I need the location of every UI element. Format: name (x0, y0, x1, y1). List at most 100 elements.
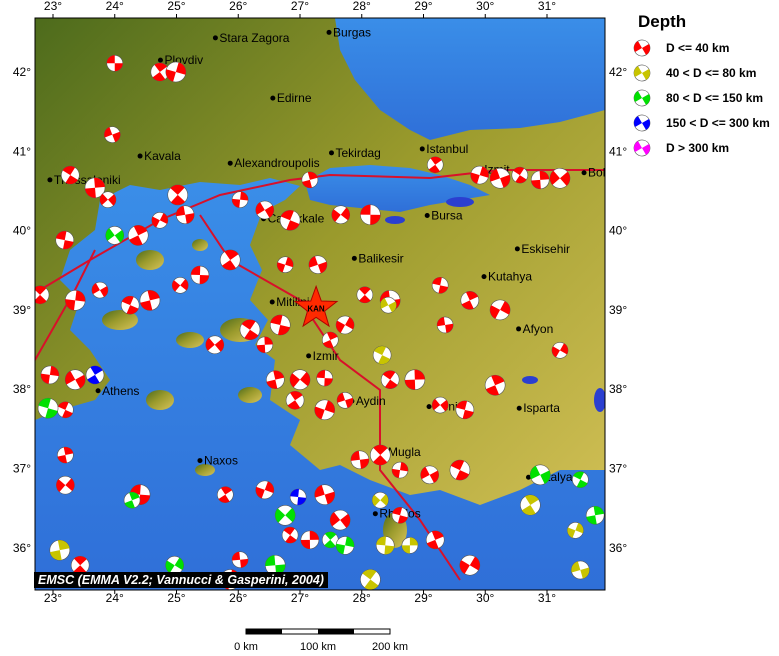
lon-tick-label: 24° (106, 0, 124, 13)
legend-item: D > 300 km (632, 138, 729, 158)
data-credit: EMSC (EMMA V2.2; Vannucci & Gasperini, 2… (34, 572, 328, 588)
city-label: Afyon (523, 322, 554, 336)
city-marker (227, 160, 233, 166)
event-beachball (289, 369, 311, 390)
city-label: Athens (102, 384, 139, 398)
city-label: Burgas (333, 25, 371, 39)
event-beachball (321, 531, 339, 549)
event-beachball (301, 171, 319, 189)
legend-label: D > 300 km (666, 141, 730, 155)
event-beachball (459, 554, 481, 576)
event-beachball (239, 319, 261, 341)
city-marker (137, 153, 143, 159)
epicenter-star: KAN (293, 284, 339, 328)
event-beachball (139, 290, 161, 311)
event-beachball (425, 530, 445, 550)
city-label: Aydin (356, 394, 386, 408)
event-beachball (281, 526, 299, 544)
event-beachball (120, 295, 140, 315)
lon-tick-label: 25° (167, 591, 185, 605)
beachball-icon (633, 89, 651, 107)
event-beachball (285, 391, 305, 410)
lat-tick-label: 38° (13, 382, 31, 396)
event-beachball (105, 226, 125, 245)
lat-tick-label: 42° (13, 65, 31, 79)
axis-ticks: 23° 23° 24° 24° 25° 25° 26° 26° 27° 27° 28° 28° 29° 2… (13, 0, 628, 605)
city-marker (481, 274, 487, 280)
lon-tick-label: 30° (476, 0, 494, 13)
event-beachball (431, 277, 449, 294)
city-marker (306, 353, 312, 359)
city-marker (157, 57, 163, 63)
event-beachball (369, 444, 391, 466)
event-beachball (404, 369, 426, 390)
beachball-symbol (633, 114, 651, 132)
legend-label: 80 < D <= 150 km (666, 91, 764, 105)
city-marker (516, 405, 522, 411)
event-beachball (91, 281, 109, 299)
lat-tick-label: 36° (609, 541, 627, 555)
city-marker (514, 246, 520, 252)
event-beachball (335, 315, 355, 335)
event-beachball (289, 488, 307, 506)
city-marker (419, 146, 425, 152)
scale-bar (245, 628, 391, 635)
legend-title: Depth (638, 12, 687, 31)
event-beachball (165, 61, 187, 83)
event-beachball (455, 400, 475, 420)
lat-tick-label: 41° (609, 144, 627, 158)
city-label: Bursa (431, 209, 463, 223)
event-beachball (264, 554, 286, 576)
beachball-symbol (633, 64, 651, 82)
legend-item: D <= 40 km (632, 38, 729, 58)
city-label: Tekirdag (335, 146, 380, 160)
lon-tick-label: 28° (353, 0, 371, 13)
event-beachball (426, 156, 444, 174)
event-beachball (316, 369, 334, 387)
event-beachball (329, 509, 351, 531)
legend-label: D <= 40 km (666, 41, 730, 55)
city-label: Mugla (388, 445, 421, 459)
lon-tick-label: 25° (167, 0, 185, 13)
event-beachball (489, 299, 511, 321)
event-beachball (549, 167, 571, 189)
event-beachball (127, 225, 149, 246)
event-beachball (391, 461, 409, 479)
city-marker (212, 35, 218, 41)
event-beachball (391, 506, 409, 524)
event-beachball (85, 365, 105, 385)
event-beachball (99, 191, 117, 208)
city-marker (351, 255, 357, 261)
event-beachball (256, 336, 274, 354)
event-beachball (55, 230, 75, 250)
event-beachball (401, 537, 419, 554)
city-label: Izmir (313, 349, 339, 363)
legend-item: 80 < D <= 150 km (632, 88, 763, 108)
city-marker (326, 29, 332, 35)
city-marker (516, 326, 522, 332)
black-sea (335, 18, 605, 140)
lon-tick-label: 29° (414, 591, 432, 605)
event-beachball (255, 200, 275, 220)
event-beachball (380, 296, 397, 314)
lon-tick-label: 28° (353, 591, 371, 605)
event-beachball (321, 331, 339, 349)
event-beachball (150, 62, 170, 82)
event-beachball (106, 54, 124, 72)
event-beachball (460, 291, 480, 310)
lat-tick-label: 37° (609, 462, 627, 476)
event-beachball (123, 491, 141, 509)
city-marker (270, 95, 276, 101)
event-beachball (380, 370, 400, 389)
focal-mechanisms (35, 54, 605, 590)
beachball-symbol (633, 139, 651, 157)
event-beachball (205, 335, 225, 355)
event-beachball (530, 170, 550, 190)
event-beachball (489, 167, 511, 189)
lon-tick-label: 26° (229, 0, 247, 13)
lat-tick-label: 37° (13, 462, 31, 476)
beachball-icon (633, 64, 651, 82)
lakes (385, 197, 605, 412)
city-label: Naxos (204, 454, 238, 468)
